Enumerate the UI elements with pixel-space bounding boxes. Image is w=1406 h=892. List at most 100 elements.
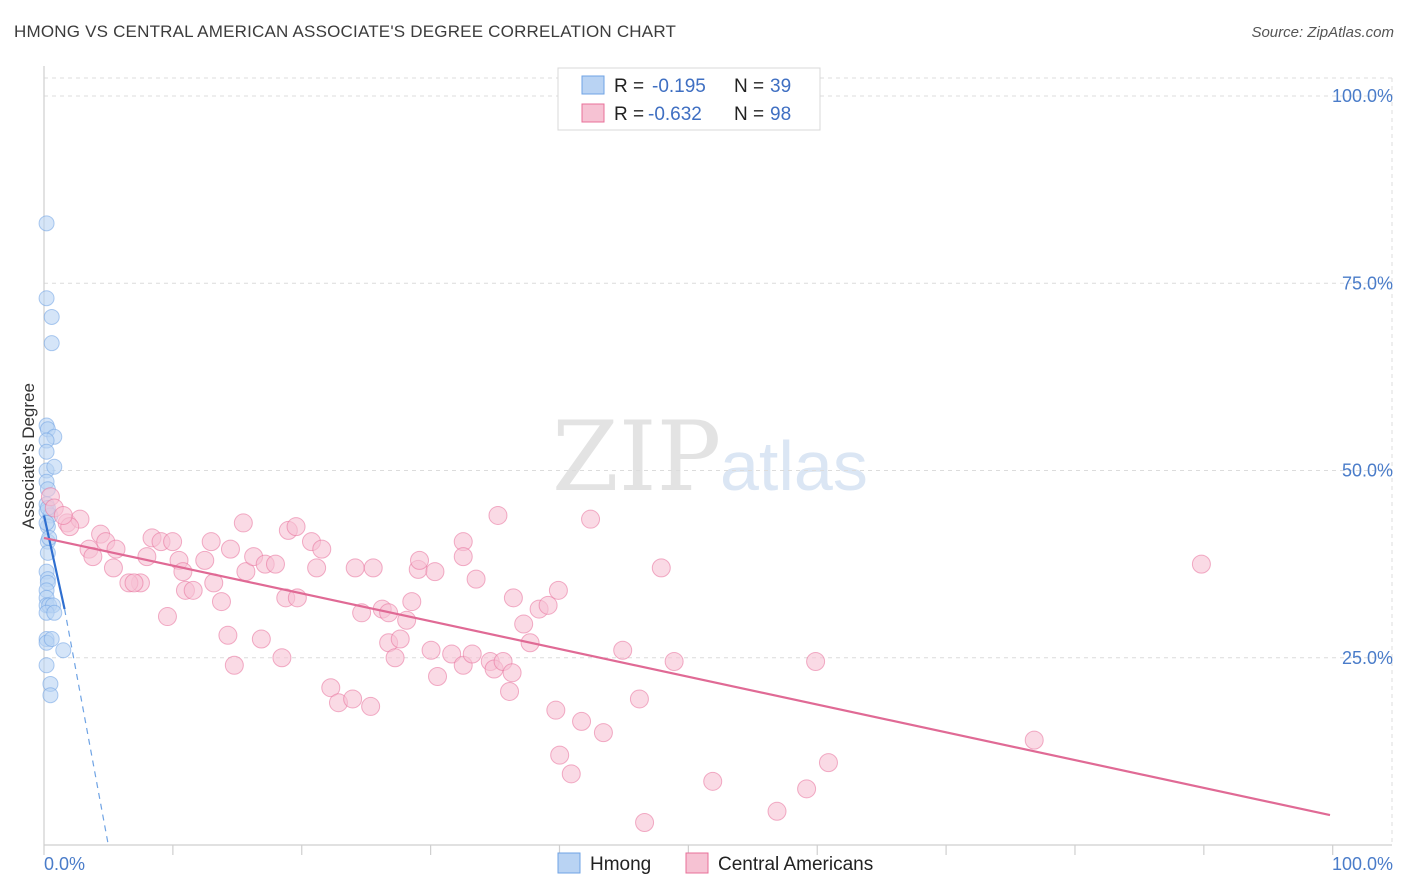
central-americans-point-52 [453,547,473,567]
central-americans-point-32 [233,513,253,533]
central-americans-point-21 [265,554,285,574]
central-americans-point-73 [500,681,520,701]
hmong-point-8 [38,443,55,460]
central-americans-point-65 [428,666,448,686]
central-americans-point-55 [251,629,271,649]
legend-n-value-hmong: 39 [770,76,791,97]
central-americans-point-90 [651,558,671,578]
legend-r-label-hmong: R = [614,76,644,97]
hmong-point-27 [46,604,63,621]
central-americans-point-49 [425,562,445,582]
y-axis-label: Associate's Degree [19,383,38,529]
legend-n-value-central-americans: 98 [770,104,791,125]
central-americans-point-30 [211,592,231,612]
central-americans-point-81 [581,509,601,529]
central-americans-point-54 [224,655,244,675]
central-americans-point-31 [157,607,177,627]
central-americans-point-91 [664,651,684,671]
y-tick-label-50: 50.0% [1342,461,1393,481]
legend-r-value-central-americans: -0.632 [648,104,702,125]
bottom-legend-label-hmong: Hmong [590,854,651,875]
central-americans-point-59 [343,689,363,709]
central-americans-point-99 [53,505,73,525]
central-americans-point-38 [345,558,365,578]
central-americans-point-86 [593,723,613,743]
hmong-trend-extension [63,608,109,846]
bottom-legend-label-central-americans: Central Americans [718,854,873,875]
central-americans-point-83 [550,745,570,765]
legend-n-label-hmong: N = [734,76,764,97]
central-americans-point-63 [390,629,410,649]
watermark: ZIP atlas [552,401,868,513]
tick-labels: 25.0% 50.0% 75.0% 100.0% 0.0% 100.0% [44,86,1393,874]
central-americans-point-60 [361,696,381,716]
hmong-point-0 [38,215,55,232]
trend-lines [42,515,1331,846]
central-americans-point-56 [272,648,292,668]
central-americans-point-79 [538,595,558,615]
legend-n-label-central-americans: N = [734,104,764,125]
central-americans-point-53 [218,625,238,645]
hmong-point-32 [38,657,55,674]
y-tick-label-75: 75.0% [1342,273,1393,293]
hmong-trend-line [42,515,66,610]
central-americans-point-88 [629,689,649,709]
central-americans-point-95 [806,651,826,671]
legend-r-value-hmong: -0.195 [652,76,706,97]
central-americans-point-46 [402,592,422,612]
central-americans-point-28 [183,580,203,600]
central-americans-point-82 [546,700,566,720]
central-americans-point-64 [421,640,441,660]
legend-swatch-central-americans [581,103,605,123]
central-americans-point-14 [137,547,157,567]
central-americans-point-75 [503,588,523,608]
central-americans-point-48 [410,550,430,570]
hmong-point-1 [38,290,55,307]
central-americans-point-36 [312,539,332,559]
central-americans-point-16 [195,550,215,570]
hmong-point-10 [46,458,63,475]
central-americans-point-74 [488,505,508,525]
central-americans-point-98 [1191,554,1211,574]
central-americans-point-34 [286,517,306,537]
central-americans-point-89 [635,813,655,833]
hmong-point-3 [43,335,60,352]
watermark-atlas: atlas [720,427,868,505]
central-americans-point-96 [818,753,838,773]
y-tick-label-100: 100.0% [1332,86,1393,106]
central-americans-point-25 [124,573,144,593]
central-americans-point-17 [220,539,240,559]
central-americans-point-87 [613,640,633,660]
central-americans-point-68 [462,644,482,664]
central-americans-point-26 [173,562,193,582]
watermark-zip: ZIP [552,401,721,513]
hmong-point-31 [55,642,72,659]
central-americans-trend-line [43,536,1331,817]
central-americans-point-93 [767,801,787,821]
central-americans-point-97 [1024,730,1044,750]
central-americans-point-51 [466,569,486,589]
hmong-point-30 [43,631,60,648]
central-americans-point-37 [307,558,327,578]
central-americans-point-22 [103,558,123,578]
legend-r-label-central-americans: R = [614,104,644,125]
central-americans-point-39 [363,558,383,578]
hmong-point-34 [42,687,59,704]
central-americans-point-84 [561,764,581,784]
central-americans-point-62 [385,648,405,668]
correlation-legend: R = -0.195 N = 39 R = -0.632 N = 98 [557,67,821,131]
bottom-legend-swatch-central-americans [685,852,709,874]
central-americans-point-76 [514,614,534,634]
y-tick-label-25: 25.0% [1342,648,1393,668]
x-tick-label-0: 0.0% [44,854,85,874]
series-legend: Hmong Central Americans [557,852,873,875]
central-americans-point-66 [442,644,462,664]
x-tick-label-100: 100.0% [1332,854,1393,874]
central-americans-point-12 [163,532,183,552]
central-americans-point-72 [502,663,522,683]
hmong-point-2 [43,308,60,325]
central-americans-point-13 [201,532,221,552]
bottom-legend-swatch-hmong [557,852,581,874]
source-credit: Source: ZipAtlas.com [1251,24,1394,41]
